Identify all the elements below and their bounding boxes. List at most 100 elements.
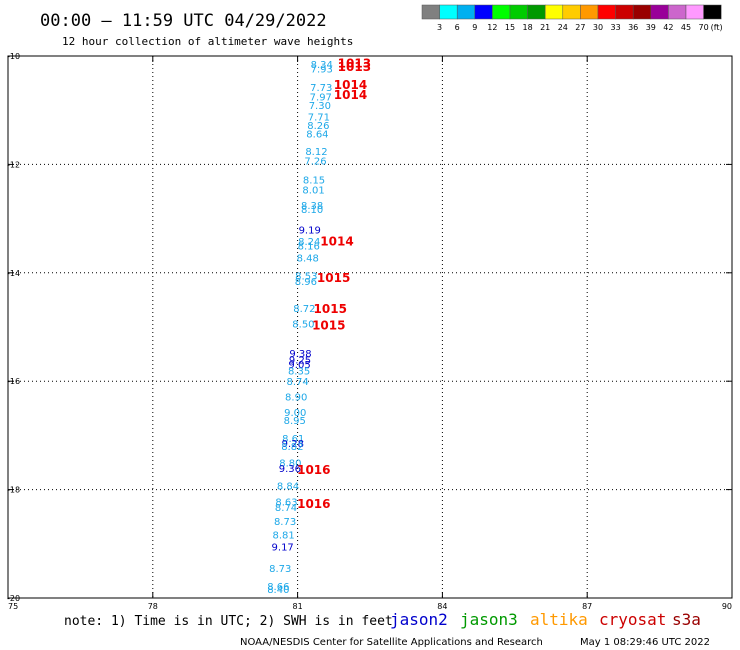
satellite-legend: jason2 jason3 altika cryosat s3a (390, 610, 701, 629)
swh-data-label: 8.82 (281, 442, 303, 453)
legend-label: 21 (540, 23, 550, 32)
pressure-data-label: 1015 (317, 271, 350, 285)
legend-label: 15 (505, 23, 515, 32)
credit-line: NOAA/NESDIS Center for Satellite Applica… (240, 637, 543, 648)
legend-label: 27 (575, 23, 585, 32)
swh-data-label: 9.25 (289, 356, 311, 367)
swh-data-label: 8.48 (297, 254, 319, 265)
legend-swatch (474, 4, 493, 20)
x-tick-label: 81 (293, 602, 303, 611)
pressure-data-label: 1016 (297, 497, 330, 511)
legend-label: 24 (558, 23, 568, 32)
swh-data-label: 8.66 (267, 582, 289, 593)
swh-data-label: 7.71 (308, 113, 330, 124)
legend-swatch (615, 4, 634, 20)
grid (8, 56, 732, 598)
swh-data-label: 7.93 (311, 64, 333, 75)
legend-swatch (580, 4, 599, 20)
swh-data-label: 8.24 (298, 237, 320, 248)
swh-data-label: 7.26 (304, 157, 326, 168)
swh-data-label: 9.17 (272, 543, 294, 554)
swh-data-label: 8.64 (306, 130, 328, 141)
swh-data-label: 8.81 (273, 531, 295, 542)
swh-data-label: 8.61 (282, 434, 304, 445)
legend-swatch (685, 4, 704, 20)
pressure-data-label: 1014 (320, 234, 353, 248)
legend-label: 39 (646, 23, 656, 32)
legend-swatch (509, 4, 528, 20)
y-tick-label: -16 (7, 377, 20, 386)
swh-data-label: 9.36 (279, 464, 301, 475)
x-tick-label: 90 (722, 602, 732, 611)
x-tick-label: 78 (148, 602, 158, 611)
legend-swatch (544, 4, 564, 20)
footer-note: note: 1) Time is in UTC; 2) SWH is in fe… (64, 614, 393, 629)
legend-swatch (562, 4, 581, 20)
data-marks: 8.347.93 7.737.977.307.718.268.64 8.127.26… (267, 57, 371, 596)
swh-data-label: 8.16 (298, 242, 320, 253)
legend-swatch (632, 4, 652, 20)
swh-data-label: 8.10 (301, 205, 323, 216)
satellite-name-altika: altika (530, 610, 588, 629)
chart-title: 00:00 – 11:59 UTC 04/29/2022 (40, 11, 327, 31)
swh-data-label: 9.38 (289, 349, 311, 360)
legend-swatch (439, 4, 458, 20)
swh-data-label: 7.30 (309, 101, 331, 112)
legend-label: 12 (487, 23, 497, 32)
pressure-data-label: 1016 (297, 463, 330, 477)
y-tick-label: -20 (7, 594, 20, 603)
timestamp: May 1 08:29:46 UTC 2022 (580, 637, 710, 648)
swh-data-label: 7.73 (310, 83, 332, 94)
plot-frame (7, 55, 733, 599)
y-tick-label: -12 (7, 160, 20, 169)
pressure-data-label: 1014 (334, 88, 367, 102)
legend-swatch (456, 4, 476, 20)
pressure-data-label: 1015 (312, 318, 345, 332)
swh-data-label: 7.97 (310, 93, 332, 104)
legend-label: 30 (593, 23, 603, 32)
swh-data-label: 8.74 (275, 503, 297, 514)
legend-label: 3 (437, 23, 442, 32)
pressure-data-label: 1014 (334, 78, 367, 92)
swh-data-label: 8.34 (311, 60, 333, 71)
legend-label: 9 (472, 23, 477, 32)
swh-data-label: 8.73 (269, 564, 291, 575)
swh-data-label: 8.63 (275, 498, 297, 509)
legend-unit: (ft) (711, 23, 723, 32)
y-tick-label: -18 (7, 486, 20, 495)
legend-label: 45 (681, 23, 691, 32)
y-tick-label: -10 (7, 52, 20, 61)
swh-data-label: 9.19 (299, 225, 321, 236)
legend-label: 42 (663, 23, 673, 32)
legend-swatch (668, 4, 687, 20)
swh-data-label: 8.95 (284, 416, 306, 427)
swh-data-label: 8.26 (307, 121, 329, 132)
legend-swatch (421, 4, 440, 20)
legend-swatch (650, 4, 669, 20)
swh-data-label: 8.72 (293, 304, 315, 315)
satellite-name-jason2: jason2 (390, 610, 448, 629)
swh-data-label: 8.15 (303, 176, 325, 187)
legend-label: 36 (628, 23, 638, 32)
swh-data-label: 8.90 (285, 392, 307, 403)
swh-data-label: 8.80 (279, 459, 301, 470)
legend-label: 33 (611, 23, 621, 32)
swh-data-label: 8.74 (286, 377, 308, 388)
x-tick-label: 87 (582, 602, 592, 611)
legend-label: 18 (523, 23, 533, 32)
legend-swatch (703, 4, 722, 20)
legend-swatch (597, 4, 616, 20)
swh-data-label: 9.28 (282, 439, 304, 450)
pressure-data-label: 1015 (314, 302, 347, 316)
pressure-data-label: 1013 (338, 60, 371, 74)
swh-data-label: 8.40 (267, 585, 289, 596)
legend-label: 6 (455, 23, 460, 32)
swh-data-label: 8.84 (277, 481, 299, 492)
swh-data-label: 8.12 (305, 147, 327, 158)
satellite-name-jason3: jason3 (460, 610, 518, 629)
x-tick-label: 84 (437, 602, 447, 611)
color-legend: 3 6 9 12 15 18 21 24 27 30 33 36 39 42 45 70 (ft) (421, 4, 723, 32)
pressure-data-label: 1013 (338, 57, 371, 71)
chart-subtitle: 12 hour collection of altimeter wave hei… (62, 35, 353, 48)
